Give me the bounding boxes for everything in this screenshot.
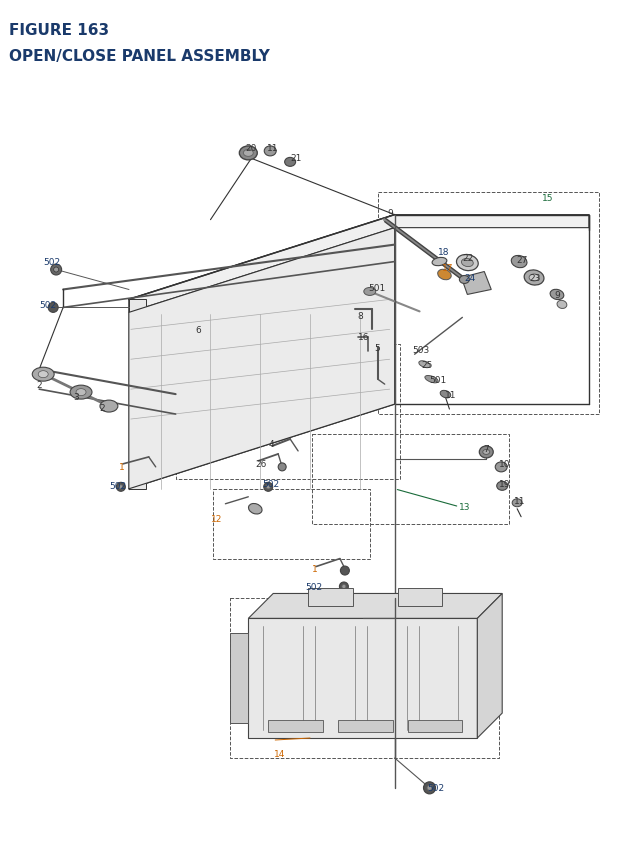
Text: 503: 503 bbox=[413, 345, 430, 355]
Ellipse shape bbox=[461, 259, 474, 267]
Ellipse shape bbox=[557, 301, 567, 309]
Ellipse shape bbox=[529, 275, 539, 282]
Polygon shape bbox=[129, 215, 589, 313]
Text: 21: 21 bbox=[290, 154, 301, 164]
Ellipse shape bbox=[51, 264, 61, 276]
Text: 22: 22 bbox=[462, 254, 474, 263]
Ellipse shape bbox=[248, 504, 262, 514]
Text: 1: 1 bbox=[312, 565, 318, 573]
Text: 2: 2 bbox=[36, 381, 42, 389]
Text: 9: 9 bbox=[388, 209, 394, 218]
Text: 501: 501 bbox=[429, 375, 447, 384]
Ellipse shape bbox=[364, 288, 376, 296]
Ellipse shape bbox=[264, 483, 273, 492]
Ellipse shape bbox=[76, 389, 86, 396]
Polygon shape bbox=[129, 228, 395, 489]
Text: 501: 501 bbox=[368, 283, 385, 293]
Ellipse shape bbox=[438, 270, 451, 281]
Text: 10: 10 bbox=[499, 460, 511, 469]
Text: 5: 5 bbox=[375, 344, 381, 352]
Text: 11: 11 bbox=[514, 497, 525, 505]
Text: 502: 502 bbox=[428, 784, 445, 792]
Polygon shape bbox=[248, 619, 477, 738]
Text: 13: 13 bbox=[460, 503, 471, 511]
Ellipse shape bbox=[264, 146, 276, 157]
Text: FIGURE 163: FIGURE 163 bbox=[10, 23, 109, 38]
Text: 14: 14 bbox=[274, 750, 285, 759]
Text: 502: 502 bbox=[109, 482, 126, 491]
Ellipse shape bbox=[456, 255, 478, 271]
Text: 18: 18 bbox=[438, 248, 449, 257]
Text: 2: 2 bbox=[99, 403, 104, 412]
Ellipse shape bbox=[483, 450, 490, 455]
Text: 19: 19 bbox=[499, 480, 511, 489]
Ellipse shape bbox=[342, 585, 346, 589]
Bar bbox=[338, 720, 393, 732]
Text: OPEN/CLOSE PANEL ASSEMBLY: OPEN/CLOSE PANEL ASSEMBLY bbox=[10, 49, 270, 65]
Ellipse shape bbox=[70, 386, 92, 400]
Text: 7: 7 bbox=[483, 445, 489, 454]
Text: 27: 27 bbox=[516, 256, 527, 264]
Text: 17: 17 bbox=[442, 263, 453, 273]
Ellipse shape bbox=[511, 256, 527, 269]
Text: 502: 502 bbox=[305, 582, 322, 592]
Ellipse shape bbox=[285, 158, 296, 167]
Ellipse shape bbox=[38, 371, 48, 378]
Ellipse shape bbox=[512, 499, 522, 507]
Ellipse shape bbox=[278, 463, 286, 471]
Polygon shape bbox=[477, 594, 502, 738]
Ellipse shape bbox=[425, 376, 438, 383]
Polygon shape bbox=[129, 300, 146, 489]
Text: 8: 8 bbox=[358, 312, 364, 320]
Text: 11: 11 bbox=[268, 145, 279, 153]
Ellipse shape bbox=[524, 270, 544, 286]
Text: 502: 502 bbox=[44, 257, 60, 267]
Ellipse shape bbox=[239, 146, 257, 161]
Ellipse shape bbox=[460, 276, 469, 284]
Ellipse shape bbox=[440, 391, 451, 399]
Ellipse shape bbox=[32, 368, 54, 381]
Polygon shape bbox=[248, 594, 502, 619]
Text: 26: 26 bbox=[255, 460, 267, 469]
Ellipse shape bbox=[48, 303, 58, 313]
Ellipse shape bbox=[495, 462, 507, 473]
Text: 6: 6 bbox=[196, 325, 202, 334]
Ellipse shape bbox=[497, 482, 508, 491]
Ellipse shape bbox=[100, 400, 118, 412]
Ellipse shape bbox=[54, 268, 59, 273]
Text: 16: 16 bbox=[358, 332, 369, 342]
Bar bbox=[308, 589, 353, 607]
Text: 25: 25 bbox=[422, 360, 433, 369]
Ellipse shape bbox=[266, 486, 270, 489]
Ellipse shape bbox=[116, 483, 125, 492]
Text: 15: 15 bbox=[542, 194, 554, 203]
Text: 20: 20 bbox=[245, 145, 257, 153]
Ellipse shape bbox=[479, 447, 493, 458]
Ellipse shape bbox=[550, 290, 564, 300]
Ellipse shape bbox=[432, 258, 447, 266]
Polygon shape bbox=[461, 272, 492, 295]
Bar bbox=[408, 720, 462, 732]
Bar bbox=[397, 589, 442, 607]
Text: 9: 9 bbox=[554, 291, 560, 300]
Text: 12: 12 bbox=[211, 515, 222, 523]
Polygon shape bbox=[230, 634, 248, 723]
Text: 1: 1 bbox=[119, 463, 125, 472]
Text: 502: 502 bbox=[262, 480, 280, 489]
Text: 502: 502 bbox=[39, 300, 56, 310]
Text: 11: 11 bbox=[444, 390, 456, 400]
Ellipse shape bbox=[427, 785, 432, 790]
Ellipse shape bbox=[339, 582, 348, 592]
Bar bbox=[268, 720, 323, 732]
Ellipse shape bbox=[424, 782, 435, 794]
Ellipse shape bbox=[119, 486, 123, 489]
Text: 23: 23 bbox=[529, 274, 540, 282]
Ellipse shape bbox=[419, 362, 430, 369]
Ellipse shape bbox=[243, 150, 253, 158]
Text: 4: 4 bbox=[268, 440, 274, 449]
Text: 3: 3 bbox=[73, 392, 79, 401]
Ellipse shape bbox=[340, 567, 349, 575]
Text: 24: 24 bbox=[465, 274, 476, 282]
